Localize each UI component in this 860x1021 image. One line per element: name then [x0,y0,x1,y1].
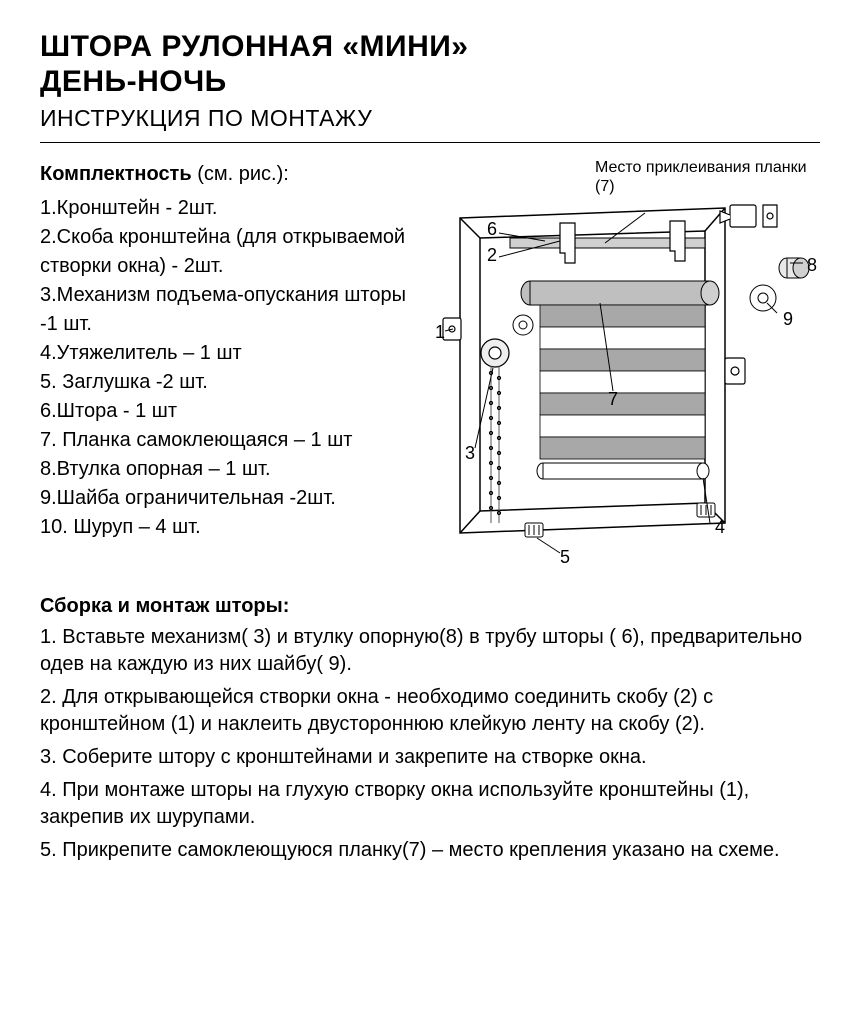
kit-item: 7. Планка самоклеющаяся – 1 шт [40,426,410,455]
svg-text:7: 7 [608,389,618,409]
kit-item: 5. Заглушка -2 шт. [40,368,410,397]
assembly-step: 4. При монтаже шторы на глухую створку о… [40,777,820,831]
separator-line [40,142,820,143]
assembly-heading: Сборка и монтаж шторы: [40,595,820,618]
kit-item: 10. Шуруп – 4 шт. [40,513,410,542]
assembly-step: 1. Вставьте механизм( 3) и втулку опорну… [40,624,820,678]
title-line-2: ДЕНЬ-НОЧЬ [40,65,227,98]
svg-text:9: 9 [783,309,793,329]
page-subtitle: ИНСТРУКЦИЯ ПО МОНТАЖУ [40,105,820,132]
kit-list: 1.Кронштейн - 2шт. 2.Скоба кронштейна (д… [40,194,410,542]
kit-item: 1.Кронштейн - 2шт. [40,194,410,223]
kit-heading-paren: (см. рис.): [192,163,289,185]
kit-item: 3.Механизм подъема-опускания шторы -1 шт… [40,281,410,339]
kit-heading-text: Комплектность [40,163,192,185]
svg-text:6: 6 [487,219,497,239]
page-title: ШТОРА РУЛОННАЯ «МИНИ» ДЕНЬ-НОЧЬ [40,30,820,99]
diagram-column: Место приклеивания планки (7) [425,163,825,573]
assembly-section: Сборка и монтаж шторы: 1. Вставьте механ… [40,595,820,864]
svg-text:5: 5 [560,547,570,567]
kit-item: 9.Шайба ограничительная -2шт. [40,484,410,513]
kit-column: Комплектность (см. рис.): 1.Кронштейн - … [40,163,410,573]
kit-item: 8.Втулка опорная – 1 шт. [40,455,410,484]
svg-text:4: 4 [715,517,725,537]
svg-text:1: 1 [435,322,445,342]
kit-heading: Комплектность (см. рис.): [40,163,410,186]
assembly-step: 3. Соберите штору с кронштейнами и закре… [40,744,820,771]
assembly-step: 5. Прикрепите самоклеющуюся планку(7) – … [40,837,820,864]
kit-item: 2.Скоба кронштейна (для открываемой ство… [40,223,410,281]
assembly-step: 2. Для открывающейся створки окна - необ… [40,684,820,738]
svg-text:2: 2 [487,245,497,265]
svg-text:3: 3 [465,443,475,463]
top-row: Комплектность (см. рис.): 1.Кронштейн - … [40,163,820,573]
svg-text:8: 8 [807,255,817,275]
kit-item: 6.Штора - 1 шт [40,397,410,426]
assembly-diagram: 1 2 3 4 5 6 7 8 9 [425,163,825,573]
diagram-caption: Место приклеивания планки (7) [595,158,825,196]
kit-item: 4.Утяжелитель – 1 шт [40,339,410,368]
title-line-1: ШТОРА РУЛОННАЯ «МИНИ» [40,30,469,63]
